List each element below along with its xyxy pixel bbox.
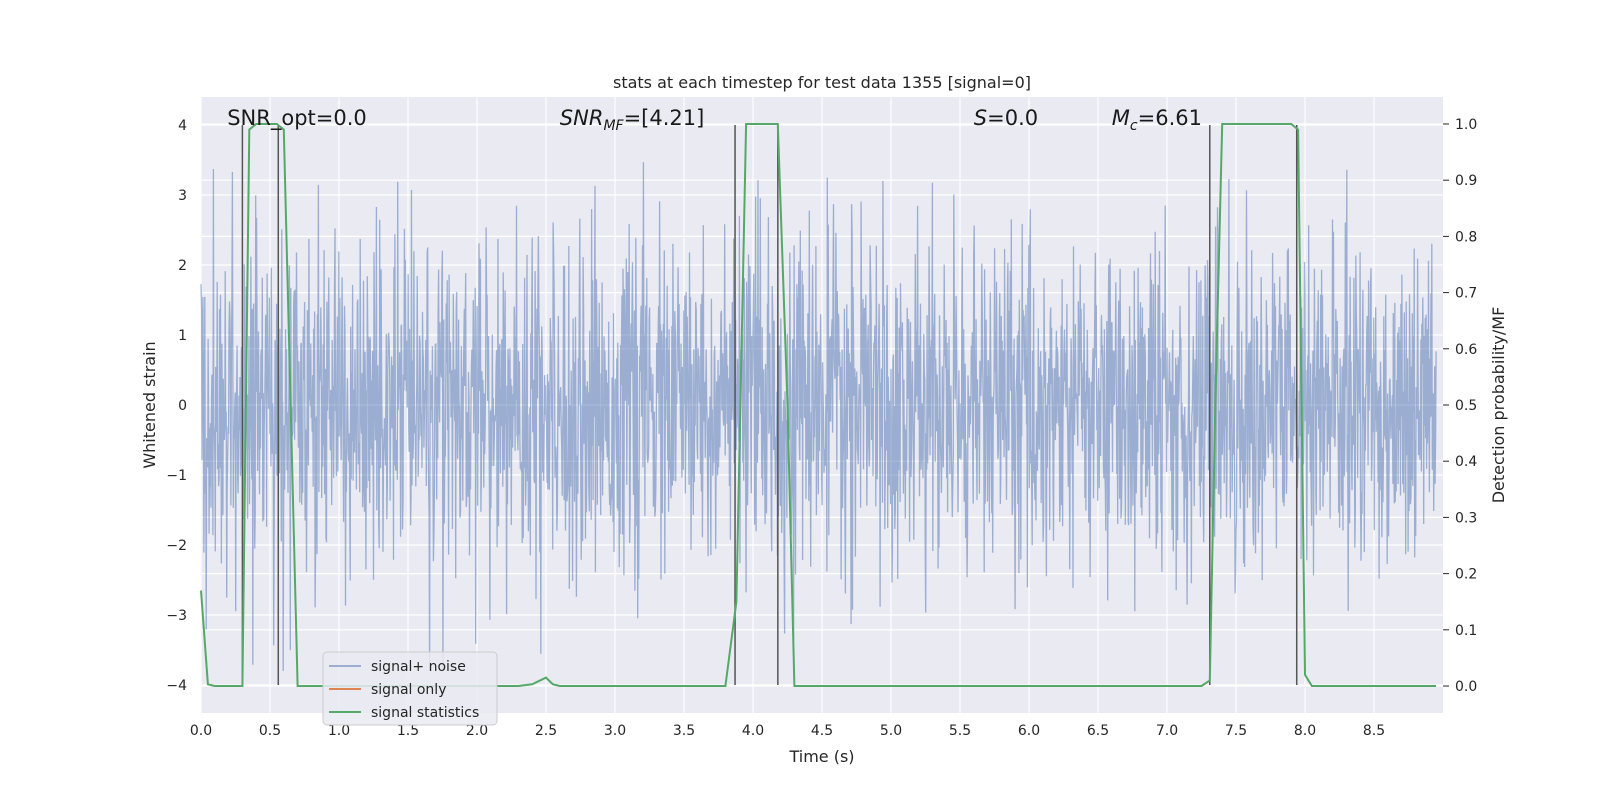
y-tick-label: 4 <box>178 118 187 134</box>
y2-tick-label: 0.9 <box>1455 173 1477 189</box>
y2-tick-label: 0.2 <box>1455 567 1477 583</box>
y-tick-label: 0 <box>178 398 187 414</box>
noise-line <box>200 162 1437 672</box>
x-axis-label: Time (s) <box>788 747 854 766</box>
annotation: SNR_opt=0.0 <box>227 106 367 131</box>
legend-entry: signal statistics <box>371 705 479 721</box>
noise-series <box>200 162 1437 672</box>
x-tick-label: 0.5 <box>259 723 281 739</box>
legend: signal+ noise signal only signal statistic… <box>322 651 498 726</box>
x-tick-label: 2.0 <box>466 723 488 739</box>
y-tick-label: 2 <box>178 258 187 274</box>
x-tick-label: 6.0 <box>1018 723 1040 739</box>
x-tick-label: 5.0 <box>880 723 902 739</box>
y-tick-label: 3 <box>178 188 187 204</box>
y2-tick-label: 0.0 <box>1455 679 1477 695</box>
legend-entry: signal only <box>371 682 446 698</box>
y-tick-label: −2 <box>166 538 187 554</box>
x-tick-label: 7.5 <box>1225 723 1247 739</box>
vertical-markers <box>241 125 1298 685</box>
x-axis-ticks: 0.0 0.5 1.0 1.5 2.0 2.5 3.0 3.5 4.0 4.5 5.0 5.5 6.0 6… <box>190 723 1385 739</box>
y-tick-label: −4 <box>166 678 187 694</box>
y2-tick-label: 0.5 <box>1455 398 1477 414</box>
y-tick-label: 1 <box>178 328 187 344</box>
chart-title: stats at each timestep for test data 135… <box>613 73 1031 92</box>
annotation: S=0.0 <box>974 106 1038 130</box>
y2-tick-label: 0.6 <box>1455 342 1477 358</box>
x-tick-label: 4.5 <box>811 723 833 739</box>
x-tick-label: 5.5 <box>949 723 971 739</box>
annotation: SNRMF=[4.21] <box>560 106 705 134</box>
x-tick-label: 3.0 <box>604 723 626 739</box>
y-axis-ticks: −4 −3 −2 −1 0 1 2 3 4 <box>166 118 187 694</box>
y-tick-label: −1 <box>166 468 187 484</box>
y2-tick-label: 0.4 <box>1455 454 1477 470</box>
x-tick-label: 1.5 <box>397 723 419 739</box>
y-tick-label: −3 <box>166 608 187 624</box>
y2-axis-ticks: 0.0 0.1 0.2 0.3 0.4 0.5 0.6 0.7 0.8 0.9 1.0 <box>1443 117 1477 695</box>
legend-box <box>322 651 498 726</box>
x-tick-label: 4.0 <box>742 723 764 739</box>
y2-tick-label: 0.1 <box>1455 623 1477 639</box>
statistics-series <box>200 123 1437 687</box>
annotation: Mc=6.61 <box>1112 106 1202 134</box>
x-tick-label: 8.0 <box>1294 723 1316 739</box>
x-tick-label: 1.0 <box>328 723 350 739</box>
y2-tick-label: 0.3 <box>1455 510 1477 526</box>
annotations: SNR_opt=0.0 SNRMF=[4.21] S=0.0 Mc=6.61 <box>227 106 1202 134</box>
y-axis-label: Whitened strain <box>140 341 159 468</box>
y2-tick-label: 0.7 <box>1455 286 1477 302</box>
legend-entry: signal+ noise <box>371 659 466 675</box>
y2-tick-label: 0.8 <box>1455 229 1477 245</box>
x-tick-label: 6.5 <box>1087 723 1109 739</box>
x-tick-label: 8.5 <box>1363 723 1385 739</box>
x-tick-label: 7.0 <box>1156 723 1178 739</box>
y2-tick-label: 1.0 <box>1455 117 1477 133</box>
x-tick-label: 3.5 <box>673 723 695 739</box>
statistics-line <box>200 123 1437 687</box>
x-tick-label: 0.0 <box>190 723 212 739</box>
x-tick-label: 2.5 <box>535 723 557 739</box>
y2-axis-label: Detection probability/MF <box>1489 307 1508 504</box>
